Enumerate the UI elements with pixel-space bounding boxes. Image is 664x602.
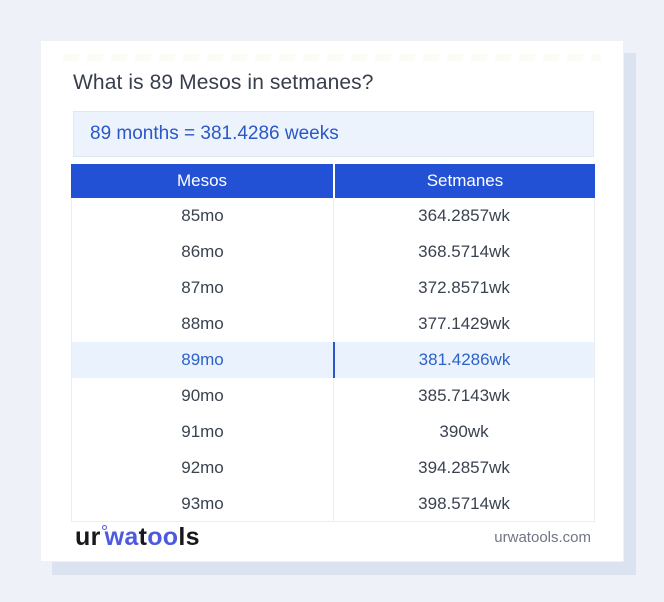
card-footer: ur watools urwatools.com: [41, 520, 623, 561]
conversion-result-box: 89 months = 381.4286 weeks: [73, 111, 594, 157]
table-row: 93mo 398.5714wk: [71, 486, 595, 522]
table-row: 90mo 385.7143wk: [71, 378, 595, 414]
mesos-cell: 87mo: [71, 270, 333, 306]
table-row: 87mo 372.8571wk: [71, 270, 595, 306]
conversion-result-text: 89 months = 381.4286 weeks: [90, 123, 339, 144]
mesos-cell: 86mo: [71, 234, 333, 270]
logo-text-dark: ur: [75, 523, 101, 551]
page-title: What is 89 Mesos in setmanes?: [73, 71, 374, 94]
logo-text-dark: t: [138, 523, 148, 551]
urwatools-logo: ur watools: [75, 523, 200, 552]
table-header-row: Mesos Setmanes: [71, 164, 595, 198]
column-header-setmanes: Setmanes: [333, 164, 595, 198]
logo-ring-icon: [101, 525, 107, 530]
logo-text-blue: wa: [104, 523, 139, 551]
conversion-table: Mesos Setmanes 85mo 364.2857wk 86mo 368.571…: [71, 164, 595, 522]
mesos-cell: 92mo: [71, 450, 333, 486]
setmanes-cell: 385.7143wk: [333, 378, 595, 414]
setmanes-cell: 368.5714wk: [333, 234, 595, 270]
mesos-cell: 88mo: [71, 306, 333, 342]
setmanes-cell: 390wk: [333, 414, 595, 450]
conversion-card: What is 89 Mesos in setmanes? 89 months …: [40, 40, 624, 562]
mesos-cell: 89mo: [71, 342, 333, 378]
setmanes-cell: 381.4286wk: [333, 342, 595, 378]
table-row: 86mo 368.5714wk: [71, 234, 595, 270]
site-domain: urwatools.com: [494, 529, 591, 546]
table-row: 85mo 364.2857wk: [71, 198, 595, 234]
setmanes-cell: 364.2857wk: [333, 198, 595, 234]
table-row: 92mo 394.2857wk: [71, 450, 595, 486]
mesos-cell: 91mo: [71, 414, 333, 450]
decorative-dashed-line: [63, 54, 601, 61]
setmanes-cell: 377.1429wk: [333, 306, 595, 342]
setmanes-cell: 394.2857wk: [333, 450, 595, 486]
setmanes-cell: 398.5714wk: [333, 486, 595, 522]
logo-oo-circles: oo: [147, 523, 179, 551]
table-row: 91mo 390wk: [71, 414, 595, 450]
mesos-cell: 90mo: [71, 378, 333, 414]
setmanes-cell: 372.8571wk: [333, 270, 595, 306]
table-row: 88mo 377.1429wk: [71, 306, 595, 342]
table-row: 89mo 381.4286wk: [71, 342, 595, 378]
mesos-cell: 85mo: [71, 198, 333, 234]
column-header-mesos: Mesos: [71, 164, 333, 198]
logo-text-dark: ls: [178, 523, 200, 551]
mesos-cell: 93mo: [71, 486, 333, 522]
